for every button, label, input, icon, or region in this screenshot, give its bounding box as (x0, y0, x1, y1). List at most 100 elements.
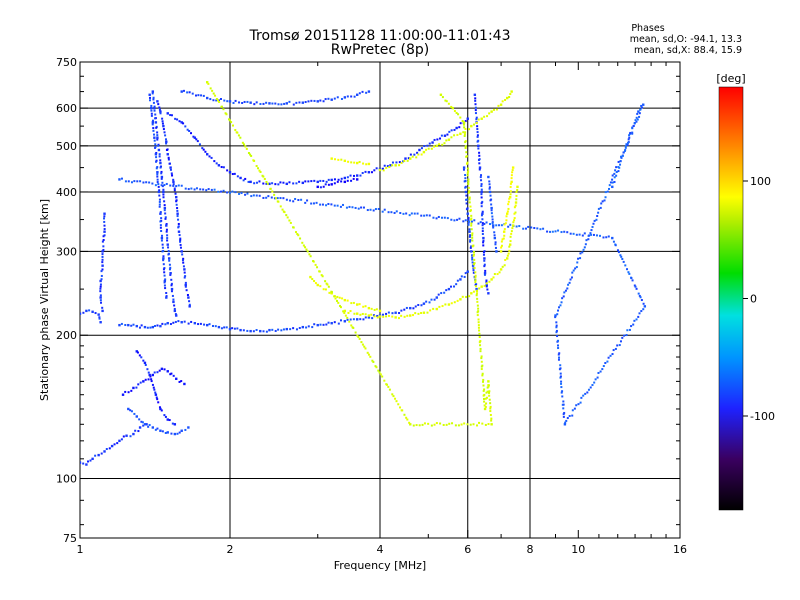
data-point (539, 228, 542, 231)
data-point (360, 341, 363, 344)
data-point (446, 217, 449, 220)
data-point (355, 312, 359, 315)
chart-title: Tromsø 20151128 11:00:00-11:01:43 (249, 28, 511, 44)
data-point (150, 378, 153, 381)
data-point (623, 149, 626, 152)
data-point (150, 109, 153, 112)
data-point (375, 366, 378, 369)
data-point (513, 206, 516, 209)
data-point (352, 301, 355, 304)
data-point (408, 421, 411, 424)
data-point (153, 388, 156, 391)
data-point (165, 296, 168, 299)
data-point (482, 236, 485, 240)
data-point (151, 92, 154, 95)
data-point (373, 308, 376, 311)
data-point (447, 287, 451, 291)
data-point (355, 303, 359, 306)
data-point (489, 413, 492, 416)
data-point (230, 121, 233, 124)
data-point (554, 230, 557, 233)
data-point (465, 194, 468, 197)
data-point (542, 227, 545, 230)
data-point (602, 365, 605, 368)
data-point (412, 307, 415, 310)
data-point (350, 161, 353, 164)
data-point (167, 250, 170, 253)
data-point (327, 183, 330, 186)
data-point (160, 217, 163, 220)
data-point (467, 170, 470, 173)
data-point (409, 153, 412, 156)
data-point (491, 221, 494, 224)
data-point (160, 172, 163, 175)
data-point (142, 181, 145, 184)
data-point (165, 230, 168, 233)
data-point (158, 153, 161, 156)
data-point (642, 103, 645, 106)
data-point (175, 195, 178, 199)
data-point (212, 92, 215, 95)
data-point (476, 311, 479, 314)
data-point (166, 370, 169, 373)
data-point (362, 318, 365, 321)
data-point (353, 95, 356, 98)
data-point (480, 202, 483, 205)
data-point (464, 173, 467, 176)
data-point (170, 290, 173, 293)
data-point (561, 390, 564, 393)
data-point (288, 100, 291, 103)
data-point (133, 180, 136, 183)
data-point (333, 182, 336, 185)
data-point (174, 313, 177, 316)
data-point (330, 178, 333, 182)
data-point (481, 218, 484, 221)
data-point (632, 124, 635, 127)
data-point (366, 209, 369, 212)
phases-info-x-line: mean, sd,X: 88.4, 15.9 (634, 45, 742, 56)
data-point (562, 295, 565, 298)
data-point (168, 263, 171, 266)
data-point (179, 239, 182, 242)
data-point (622, 260, 625, 263)
data-point (137, 430, 140, 433)
data-point (191, 92, 194, 95)
data-point (470, 250, 473, 253)
data-point (103, 217, 106, 220)
data-point (486, 115, 489, 118)
data-point (103, 228, 106, 231)
data-point (166, 153, 169, 156)
data-point (511, 227, 514, 230)
data-point (555, 321, 558, 324)
data-point (168, 268, 171, 271)
data-point (560, 231, 563, 234)
data-point (464, 146, 467, 149)
data-point (440, 216, 443, 219)
data-point (559, 376, 562, 379)
data-point (202, 94, 205, 97)
data-point (579, 252, 582, 255)
data-point (500, 240, 503, 243)
data-point (136, 180, 139, 183)
data-point (101, 255, 104, 258)
data-point (155, 396, 158, 399)
data-point (101, 253, 104, 256)
data-point (336, 295, 339, 298)
data-point (322, 288, 325, 291)
data-point (513, 217, 516, 220)
data-point (211, 324, 214, 327)
data-point (560, 301, 563, 304)
data-point (473, 267, 476, 270)
data-point (509, 193, 512, 196)
data-point (609, 181, 612, 184)
data-point (160, 170, 163, 173)
data-point (327, 321, 330, 324)
data-point (346, 179, 349, 182)
data-point (304, 101, 307, 104)
data-point (127, 323, 130, 327)
data-point (101, 261, 104, 264)
data-point (184, 187, 187, 190)
data-point (476, 128, 479, 131)
data-point (473, 263, 476, 266)
data-point (282, 328, 285, 331)
